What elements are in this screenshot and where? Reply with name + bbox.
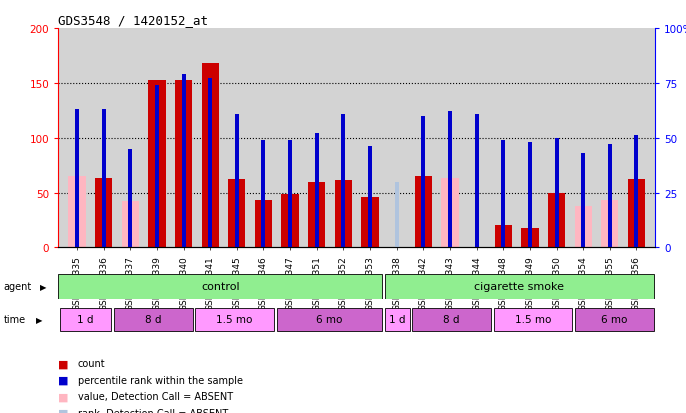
Bar bbox=[121, 202, 139, 248]
Text: ■: ■ bbox=[58, 408, 69, 413]
Bar bbox=[548, 193, 565, 248]
Bar bbox=[315, 134, 319, 248]
Text: value, Detection Call = ABSENT: value, Detection Call = ABSENT bbox=[78, 392, 233, 401]
Bar bbox=[394, 182, 399, 248]
Text: time: time bbox=[3, 315, 25, 325]
Bar bbox=[155, 86, 159, 248]
Text: ■: ■ bbox=[58, 392, 69, 401]
Bar bbox=[554, 138, 558, 248]
Text: ▶: ▶ bbox=[40, 282, 46, 291]
Bar bbox=[114, 308, 193, 332]
Bar bbox=[412, 308, 491, 332]
Text: 8 d: 8 d bbox=[145, 315, 161, 325]
Bar bbox=[228, 180, 246, 248]
Bar bbox=[208, 79, 212, 248]
Text: ■: ■ bbox=[58, 375, 69, 385]
Bar bbox=[475, 114, 479, 248]
Bar bbox=[175, 81, 192, 248]
Bar bbox=[386, 308, 410, 332]
Bar bbox=[202, 64, 219, 248]
Bar bbox=[182, 75, 185, 248]
Text: 1 d: 1 d bbox=[389, 315, 405, 325]
Bar bbox=[235, 114, 239, 248]
Text: 6 mo: 6 mo bbox=[316, 315, 343, 325]
Text: rank, Detection Call = ABSENT: rank, Detection Call = ABSENT bbox=[78, 408, 228, 413]
Bar bbox=[362, 197, 379, 248]
Bar bbox=[494, 308, 572, 332]
Bar bbox=[575, 206, 592, 248]
Text: ■: ■ bbox=[58, 358, 69, 368]
Bar bbox=[148, 81, 165, 248]
Bar bbox=[335, 181, 352, 248]
Bar bbox=[501, 140, 506, 248]
Text: cigarette smoke: cigarette smoke bbox=[475, 282, 565, 292]
Bar bbox=[601, 201, 619, 248]
Bar bbox=[308, 182, 325, 248]
Bar bbox=[635, 136, 639, 248]
Bar bbox=[255, 201, 272, 248]
Bar bbox=[281, 194, 299, 248]
Text: 1.5 mo: 1.5 mo bbox=[217, 315, 253, 325]
Bar bbox=[128, 149, 132, 248]
Bar bbox=[575, 308, 654, 332]
Bar bbox=[342, 114, 345, 248]
Bar bbox=[528, 143, 532, 248]
Bar bbox=[288, 140, 292, 248]
Bar bbox=[75, 110, 79, 248]
Bar bbox=[421, 116, 425, 248]
Bar bbox=[58, 274, 383, 299]
Bar bbox=[581, 154, 585, 248]
Text: count: count bbox=[78, 358, 105, 368]
Bar bbox=[521, 228, 539, 248]
Bar bbox=[414, 177, 432, 248]
Text: GDS3548 / 1420152_at: GDS3548 / 1420152_at bbox=[58, 14, 209, 27]
Text: agent: agent bbox=[3, 282, 32, 292]
Bar bbox=[448, 112, 452, 248]
Bar bbox=[495, 226, 512, 248]
Text: 6 mo: 6 mo bbox=[601, 315, 628, 325]
Text: 1.5 mo: 1.5 mo bbox=[515, 315, 552, 325]
Bar bbox=[386, 274, 654, 299]
Text: 1 d: 1 d bbox=[78, 315, 94, 325]
Text: 8 d: 8 d bbox=[443, 315, 460, 325]
Text: percentile rank within the sample: percentile rank within the sample bbox=[78, 375, 243, 385]
Bar bbox=[368, 147, 372, 248]
Bar bbox=[95, 179, 113, 248]
Bar bbox=[441, 179, 459, 248]
Bar bbox=[196, 308, 274, 332]
Bar bbox=[608, 145, 612, 248]
Bar bbox=[60, 308, 111, 332]
Bar bbox=[276, 308, 383, 332]
Bar bbox=[69, 177, 86, 248]
Text: control: control bbox=[202, 282, 240, 292]
Bar bbox=[261, 140, 265, 248]
Text: ▶: ▶ bbox=[36, 315, 42, 324]
Bar bbox=[102, 110, 106, 248]
Bar bbox=[628, 180, 645, 248]
